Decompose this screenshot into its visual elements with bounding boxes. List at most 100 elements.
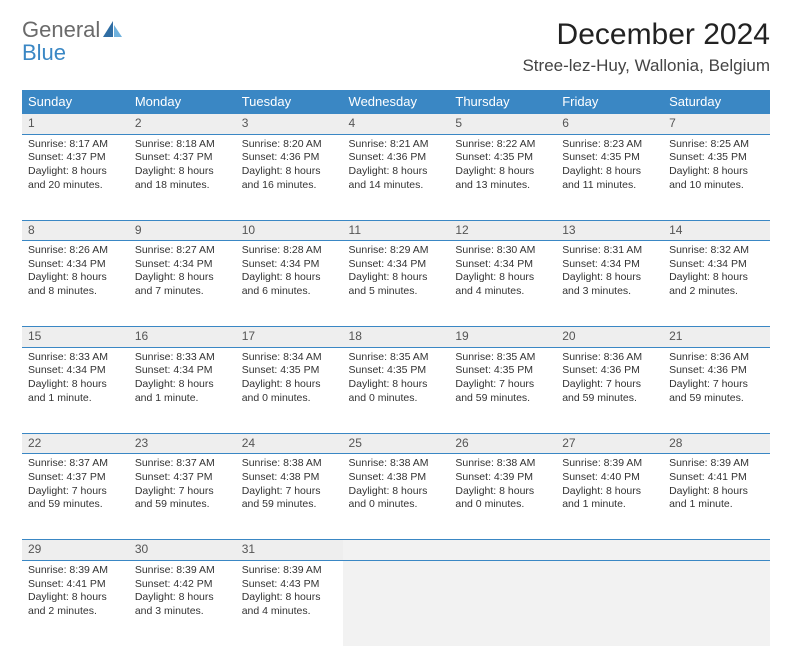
daylight-line2: and 0 minutes. bbox=[242, 392, 337, 406]
logo-sail-icon bbox=[103, 18, 123, 41]
daylight-line1: Daylight: 8 hours bbox=[562, 485, 657, 499]
day-number: 13 bbox=[556, 220, 663, 241]
day-cell: Sunrise: 8:29 AMSunset: 4:34 PMDaylight:… bbox=[343, 241, 450, 327]
daylight-line2: and 14 minutes. bbox=[349, 179, 444, 193]
day-number bbox=[449, 540, 556, 561]
daylight-line2: and 1 minute. bbox=[669, 498, 764, 512]
header: General Blue December 2024 Stree-lez-Huy… bbox=[22, 18, 770, 76]
daylight-line2: and 8 minutes. bbox=[28, 285, 123, 299]
day-cell: Sunrise: 8:25 AMSunset: 4:35 PMDaylight:… bbox=[663, 134, 770, 220]
daylight-line2: and 0 minutes. bbox=[349, 392, 444, 406]
sunset-text: Sunset: 4:37 PM bbox=[28, 151, 123, 165]
day-cell: Sunrise: 8:17 AMSunset: 4:37 PMDaylight:… bbox=[22, 134, 129, 220]
sunrise-text: Sunrise: 8:39 AM bbox=[135, 564, 230, 578]
sunrise-text: Sunrise: 8:37 AM bbox=[28, 457, 123, 471]
day-number: 15 bbox=[22, 327, 129, 348]
location: Stree-lez-Huy, Wallonia, Belgium bbox=[522, 56, 770, 76]
sunset-text: Sunset: 4:34 PM bbox=[28, 258, 123, 272]
day-cell: Sunrise: 8:39 AMSunset: 4:43 PMDaylight:… bbox=[236, 560, 343, 646]
daylight-line1: Daylight: 8 hours bbox=[28, 378, 123, 392]
daylight-line1: Daylight: 8 hours bbox=[242, 591, 337, 605]
day-number: 10 bbox=[236, 220, 343, 241]
sunset-text: Sunset: 4:39 PM bbox=[455, 471, 550, 485]
sunset-text: Sunset: 4:43 PM bbox=[242, 578, 337, 592]
daylight-line1: Daylight: 8 hours bbox=[242, 378, 337, 392]
daylight-line1: Daylight: 8 hours bbox=[455, 271, 550, 285]
daynum-row: 15161718192021 bbox=[22, 327, 770, 348]
day-cell: Sunrise: 8:33 AMSunset: 4:34 PMDaylight:… bbox=[22, 347, 129, 433]
sunrise-text: Sunrise: 8:27 AM bbox=[135, 244, 230, 258]
daylight-line1: Daylight: 8 hours bbox=[349, 271, 444, 285]
day-cell bbox=[343, 560, 450, 646]
sunset-text: Sunset: 4:41 PM bbox=[669, 471, 764, 485]
logo-general: General bbox=[22, 17, 100, 42]
sunrise-text: Sunrise: 8:31 AM bbox=[562, 244, 657, 258]
sunset-text: Sunset: 4:35 PM bbox=[669, 151, 764, 165]
day-cell: Sunrise: 8:20 AMSunset: 4:36 PMDaylight:… bbox=[236, 134, 343, 220]
daylight-line1: Daylight: 8 hours bbox=[669, 485, 764, 499]
sunrise-text: Sunrise: 8:18 AM bbox=[135, 138, 230, 152]
week-row: Sunrise: 8:39 AMSunset: 4:41 PMDaylight:… bbox=[22, 560, 770, 646]
day-number: 17 bbox=[236, 327, 343, 348]
sunrise-text: Sunrise: 8:36 AM bbox=[669, 351, 764, 365]
sunset-text: Sunset: 4:36 PM bbox=[242, 151, 337, 165]
day-number: 3 bbox=[236, 114, 343, 135]
logo: General Blue bbox=[22, 18, 123, 64]
daylight-line2: and 1 minute. bbox=[562, 498, 657, 512]
sunrise-text: Sunrise: 8:30 AM bbox=[455, 244, 550, 258]
sunset-text: Sunset: 4:34 PM bbox=[135, 364, 230, 378]
sunset-text: Sunset: 4:35 PM bbox=[455, 151, 550, 165]
day-cell: Sunrise: 8:32 AMSunset: 4:34 PMDaylight:… bbox=[663, 241, 770, 327]
daylight-line1: Daylight: 8 hours bbox=[28, 271, 123, 285]
daylight-line2: and 7 minutes. bbox=[135, 285, 230, 299]
day-number: 21 bbox=[663, 327, 770, 348]
sunset-text: Sunset: 4:34 PM bbox=[455, 258, 550, 272]
day-number bbox=[343, 540, 450, 561]
sunset-text: Sunset: 4:36 PM bbox=[562, 364, 657, 378]
sunset-text: Sunset: 4:34 PM bbox=[669, 258, 764, 272]
day-cell: Sunrise: 8:35 AMSunset: 4:35 PMDaylight:… bbox=[449, 347, 556, 433]
daylight-line2: and 59 minutes. bbox=[455, 392, 550, 406]
sunset-text: Sunset: 4:34 PM bbox=[135, 258, 230, 272]
daylight-line2: and 2 minutes. bbox=[669, 285, 764, 299]
sunrise-text: Sunrise: 8:34 AM bbox=[242, 351, 337, 365]
daylight-line1: Daylight: 7 hours bbox=[562, 378, 657, 392]
day-number bbox=[556, 540, 663, 561]
daynum-row: 1234567 bbox=[22, 114, 770, 135]
daylight-line1: Daylight: 8 hours bbox=[28, 591, 123, 605]
daylight-line1: Daylight: 8 hours bbox=[669, 165, 764, 179]
weekday-header: Thursday bbox=[449, 90, 556, 114]
day-number: 18 bbox=[343, 327, 450, 348]
sunset-text: Sunset: 4:37 PM bbox=[135, 151, 230, 165]
sunrise-text: Sunrise: 8:17 AM bbox=[28, 138, 123, 152]
daylight-line1: Daylight: 7 hours bbox=[135, 485, 230, 499]
day-cell: Sunrise: 8:37 AMSunset: 4:37 PMDaylight:… bbox=[129, 454, 236, 540]
sunrise-text: Sunrise: 8:28 AM bbox=[242, 244, 337, 258]
daylight-line2: and 59 minutes. bbox=[28, 498, 123, 512]
sunrise-text: Sunrise: 8:37 AM bbox=[135, 457, 230, 471]
sunrise-text: Sunrise: 8:39 AM bbox=[242, 564, 337, 578]
daylight-line2: and 6 minutes. bbox=[242, 285, 337, 299]
daylight-line1: Daylight: 8 hours bbox=[669, 271, 764, 285]
sunrise-text: Sunrise: 8:39 AM bbox=[562, 457, 657, 471]
sunset-text: Sunset: 4:38 PM bbox=[349, 471, 444, 485]
day-cell: Sunrise: 8:35 AMSunset: 4:35 PMDaylight:… bbox=[343, 347, 450, 433]
daylight-line1: Daylight: 8 hours bbox=[242, 165, 337, 179]
daylight-line2: and 59 minutes. bbox=[562, 392, 657, 406]
sunset-text: Sunset: 4:34 PM bbox=[28, 364, 123, 378]
day-number: 25 bbox=[343, 433, 450, 454]
day-number: 1 bbox=[22, 114, 129, 135]
day-number: 29 bbox=[22, 540, 129, 561]
sunset-text: Sunset: 4:41 PM bbox=[28, 578, 123, 592]
daynum-row: 891011121314 bbox=[22, 220, 770, 241]
day-cell bbox=[449, 560, 556, 646]
daylight-line2: and 59 minutes. bbox=[135, 498, 230, 512]
daylight-line1: Daylight: 8 hours bbox=[135, 591, 230, 605]
sunrise-text: Sunrise: 8:29 AM bbox=[349, 244, 444, 258]
day-number: 11 bbox=[343, 220, 450, 241]
day-cell bbox=[663, 560, 770, 646]
daylight-line2: and 59 minutes. bbox=[242, 498, 337, 512]
day-number: 27 bbox=[556, 433, 663, 454]
month-title: December 2024 bbox=[522, 18, 770, 52]
day-number: 28 bbox=[663, 433, 770, 454]
